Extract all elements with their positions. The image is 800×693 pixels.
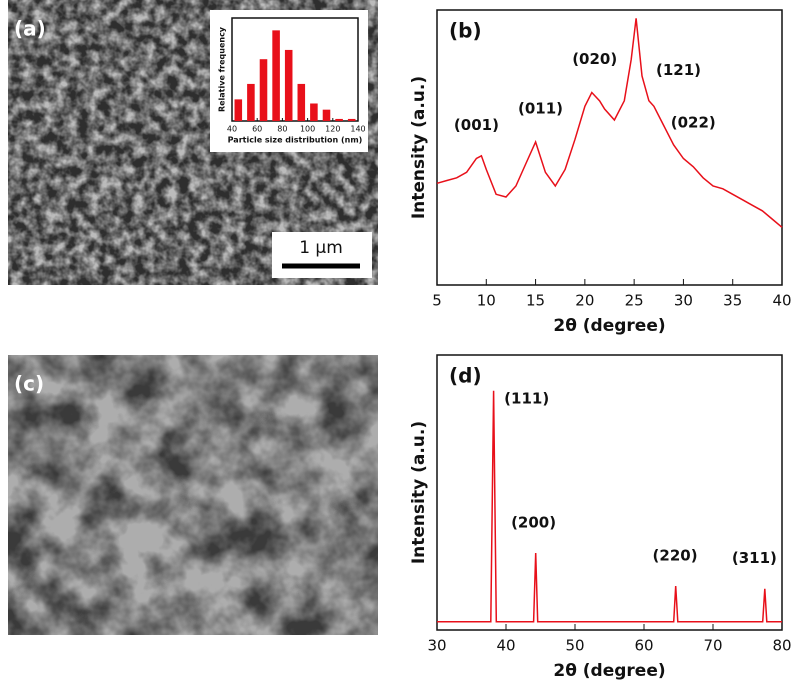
x-axis-title: Particle size distribution (nm) — [228, 136, 363, 145]
peak-label: (311) — [732, 549, 777, 567]
x-tick-label: 70 — [703, 637, 722, 655]
plot-frame — [436, 9, 783, 286]
line — [437, 390, 782, 623]
bar — [247, 83, 255, 121]
x-tick-label: 10 — [477, 292, 496, 310]
x-tick-label: 35 — [723, 292, 742, 310]
bar — [234, 99, 243, 121]
x-tick-label: 40 — [772, 292, 791, 310]
x-tick-label: 60 — [252, 125, 262, 134]
x-tick-label: 30 — [427, 637, 446, 655]
bar — [335, 118, 343, 121]
bar — [347, 118, 356, 121]
x-axis-title: 2θ (degree) — [553, 316, 665, 336]
plot-frame — [436, 354, 783, 631]
line — [436, 18, 783, 228]
x-axis-title: 2θ (degree) — [553, 661, 665, 681]
sem-image-a: (a) 1 µm — [8, 0, 378, 285]
x-tick-label: 80 — [277, 125, 287, 134]
peak-label: (020) — [572, 50, 617, 68]
scale-bar-label: 1 µm — [299, 238, 343, 258]
panel-label: (c) — [14, 372, 44, 396]
x-tick-label: 40 — [227, 125, 237, 134]
bar — [284, 49, 293, 121]
peak-label: (001) — [454, 116, 499, 134]
peak-label: (121) — [656, 61, 701, 79]
peak-label: (022) — [671, 113, 716, 131]
bar — [259, 59, 268, 121]
x-tick-label: 15 — [526, 292, 545, 310]
peak-label: (011) — [518, 100, 563, 118]
x-tick-label: 25 — [625, 292, 644, 310]
x-tick-label: 30 — [674, 292, 693, 310]
y-axis-title: Intensity (a.u.) — [409, 421, 429, 564]
panel-label: (a) — [14, 17, 46, 41]
peak-label: (220) — [653, 546, 698, 564]
bar — [297, 83, 306, 121]
peak-label: (111) — [504, 390, 549, 408]
x-tick-label: 60 — [634, 637, 653, 655]
bar — [272, 30, 280, 121]
bar — [310, 103, 318, 121]
panel-label: (d) — [449, 364, 482, 388]
peak-label: (200) — [511, 513, 556, 531]
x-tick-label: 5 — [432, 292, 442, 310]
x-tick-label: 20 — [575, 292, 594, 310]
y-axis-title: Relative frequency — [218, 26, 227, 112]
x-tick-label: 140 — [350, 125, 365, 134]
x-tick-label: 40 — [496, 637, 515, 655]
y-axis-title: Intensity (a.u.) — [409, 76, 429, 219]
plot-frame — [231, 17, 359, 122]
x-tick-label: 100 — [300, 125, 315, 134]
bar — [322, 109, 331, 121]
x-tick-label: 120 — [325, 125, 340, 134]
sem-image-c: (c) — [8, 355, 378, 635]
x-tick-label: 80 — [772, 637, 791, 655]
x-tick-label: 50 — [565, 637, 584, 655]
panel-label: (b) — [449, 19, 482, 43]
